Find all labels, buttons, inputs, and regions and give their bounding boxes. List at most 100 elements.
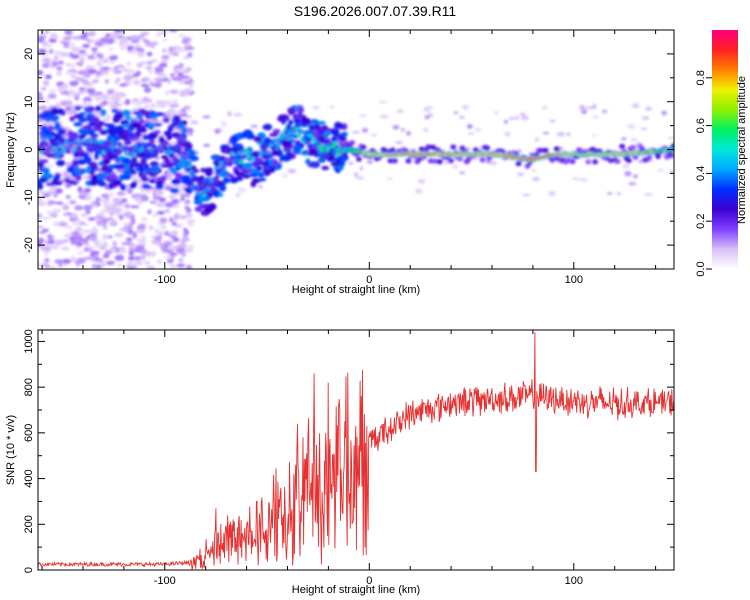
heatmap-ridge-cell bbox=[280, 132, 285, 137]
heatmap-ridge-cell bbox=[191, 177, 197, 181]
heatmap-noise-cell bbox=[72, 36, 83, 40]
heatmap-noise-cell bbox=[148, 225, 154, 231]
heatmap-cell bbox=[317, 157, 326, 163]
heatmap-ridge-cell bbox=[221, 164, 227, 169]
heatmap-cell bbox=[113, 112, 124, 121]
heatmap-noise-cell bbox=[143, 260, 151, 265]
heatmap-cell bbox=[655, 153, 661, 159]
heatmap-noise-cell bbox=[452, 163, 459, 170]
heatmap-noise-cell bbox=[128, 250, 135, 256]
colorbar-gradient bbox=[712, 30, 738, 269]
heatmap-cell bbox=[131, 156, 138, 163]
heatmap-noise-cell bbox=[329, 104, 335, 110]
heatmap-noise-cell bbox=[180, 196, 185, 201]
y-tick-label: -10 bbox=[23, 189, 35, 205]
heatmap-cell bbox=[341, 131, 348, 137]
heatmap-noise-cell bbox=[521, 193, 531, 197]
y-tick-label: 400 bbox=[23, 469, 35, 487]
heatmap-noise-cell bbox=[161, 58, 169, 64]
heatmap-cell bbox=[312, 130, 319, 136]
heatmap-noise-cell bbox=[180, 240, 186, 247]
heatmap-cell bbox=[253, 136, 263, 143]
heatmap-cell bbox=[625, 158, 632, 164]
heatmap-cell bbox=[38, 180, 43, 185]
snr-xlabel: Height of straight line (km) bbox=[292, 584, 420, 596]
heatmap-noise-cell bbox=[134, 47, 145, 51]
heatmap-noise-cell bbox=[119, 36, 128, 43]
heatmap-noise-cell bbox=[182, 193, 191, 198]
heatmap-noise-cell bbox=[109, 32, 120, 37]
heatmap-cell bbox=[619, 143, 626, 149]
heatmap-noise-cell bbox=[147, 266, 153, 269]
heatmap-cell bbox=[448, 158, 455, 164]
heatmap-noise-cell bbox=[400, 127, 405, 133]
heatmap-noise-cell bbox=[41, 40, 48, 44]
colorbar-tick-label: 0.6 bbox=[695, 118, 707, 133]
heatmap-cell bbox=[66, 166, 75, 173]
heatmap-cell bbox=[324, 130, 331, 137]
heatmap-cell bbox=[47, 125, 54, 132]
heatmap-noise-cell bbox=[503, 119, 508, 124]
heatmap-noise-cell bbox=[79, 57, 85, 64]
heatmap-noise-cell bbox=[114, 232, 124, 238]
heatmap-noise-cell bbox=[62, 212, 69, 217]
heatmap-noise-cell bbox=[78, 87, 87, 91]
heatmap-noise-cell bbox=[517, 149, 522, 153]
heatmap-noise-cell bbox=[100, 198, 109, 202]
heatmap-noise-cell bbox=[38, 237, 45, 244]
heatmap-ridge-cell bbox=[206, 186, 211, 191]
heatmap-noise-cell bbox=[101, 209, 108, 213]
heatmap-ridge-cell bbox=[93, 146, 98, 150]
heatmap-cell bbox=[97, 182, 107, 187]
heatmap-noise-cell bbox=[550, 119, 556, 123]
heatmap-noise-cell bbox=[167, 232, 173, 238]
heatmap-noise-cell bbox=[187, 52, 193, 58]
heatmap-noise-cell bbox=[69, 42, 75, 49]
x-tick-label: -100 bbox=[154, 274, 176, 286]
colorbar-tick-label: 0.4 bbox=[695, 166, 707, 181]
heatmap-cell bbox=[74, 148, 84, 154]
heatmap-cell bbox=[272, 129, 281, 134]
heatmap-noise-cell bbox=[370, 133, 378, 137]
heatmap-noise-cell bbox=[158, 197, 167, 203]
heatmap-cell bbox=[269, 166, 276, 173]
heatmap-cell bbox=[131, 121, 141, 129]
heatmap-noise-cell bbox=[125, 237, 133, 242]
heatmap-noise-cell bbox=[129, 261, 134, 267]
heatmap-cell bbox=[185, 149, 196, 157]
heatmap-noise-cell bbox=[101, 72, 109, 76]
heatmap-cell bbox=[162, 117, 170, 123]
heatmap-cell bbox=[138, 167, 144, 172]
heatmap-noise-cell bbox=[116, 77, 121, 82]
heatmap-noise-cell bbox=[178, 258, 184, 263]
heatmap-noise-cell bbox=[366, 159, 374, 164]
heatmap-noise-cell bbox=[110, 248, 116, 253]
heatmap-ridge-cell bbox=[43, 151, 48, 156]
heatmap-cell bbox=[152, 165, 161, 173]
heatmap-cell bbox=[434, 147, 441, 153]
heatmap-ridge-cell bbox=[276, 142, 281, 147]
heatmap-ridge-cell bbox=[110, 145, 115, 149]
heatmap-ridge-cell bbox=[187, 163, 192, 168]
heatmap-noise-cell bbox=[175, 223, 183, 229]
heatmap-ridge-cell bbox=[282, 136, 287, 140]
heatmap-noise-cell bbox=[183, 80, 193, 85]
heatmap-ridge-cell bbox=[330, 144, 336, 149]
heatmap-noise-cell bbox=[184, 46, 195, 51]
heatmap-noise-cell bbox=[174, 47, 184, 53]
heatmap-cell bbox=[553, 146, 560, 152]
heatmap-noise-cell bbox=[508, 116, 516, 121]
heatmap-cell bbox=[425, 144, 432, 150]
heatmap-noise-cell bbox=[171, 204, 180, 209]
heatmap-ridge-cell bbox=[197, 181, 202, 186]
heatmap-noise-cell bbox=[188, 84, 194, 89]
heatmap-noise-cell bbox=[180, 252, 187, 257]
heatmap-noise-cell bbox=[170, 235, 178, 239]
heatmap-noise-cell bbox=[159, 62, 168, 68]
heatmap-cell bbox=[592, 159, 599, 165]
heatmap-noise-cell bbox=[622, 163, 630, 169]
heatmap-noise-cell bbox=[91, 51, 98, 55]
heatmap-cell bbox=[74, 106, 81, 111]
heatmap-noise-cell bbox=[108, 55, 118, 61]
